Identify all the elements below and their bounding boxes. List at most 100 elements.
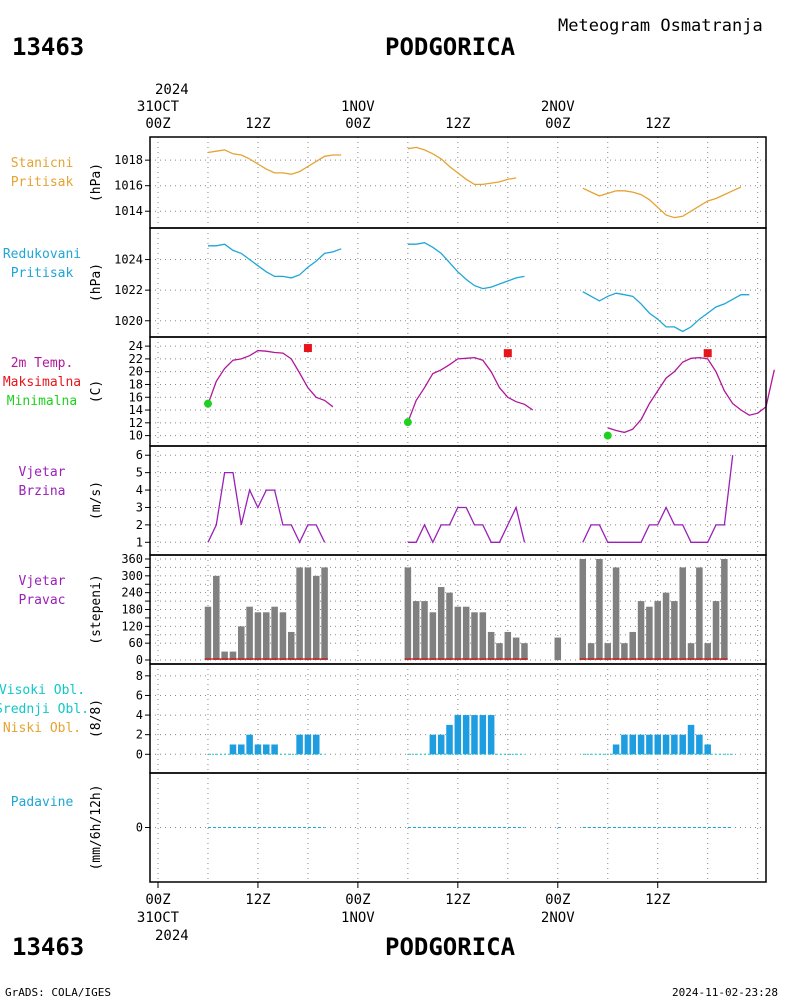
data-bar [412,601,420,660]
data-bar [721,559,728,660]
data-bar [479,612,487,660]
data-bar [696,567,703,660]
panel-label: Stanicni [11,156,74,171]
footer-credit: GrADS: COLA/IGES [5,986,111,999]
hour-label-bottom: 00Z [345,892,370,908]
data-bar [437,587,445,660]
data-bar [454,715,462,755]
hour-label-top: 00Z [145,116,170,132]
series-line [407,356,534,423]
series-line [407,146,517,186]
data-bar [229,744,237,755]
data-bar [512,637,520,660]
data-bar [712,601,720,660]
hour-label-bottom: 12Z [645,892,670,908]
y-tick-label: 120 [121,619,143,633]
panel-label: Pravac [19,593,66,608]
axis-unit-label: (mm/6h/12h) [89,784,104,870]
y-tick-label: 2 [136,518,143,532]
data-bar [662,734,670,755]
data-bar [213,575,220,660]
data-bar [462,715,470,755]
data-bar [454,606,462,660]
station-id-bottom: 13463 [12,933,84,961]
data-bar [704,744,711,755]
max-marker [503,349,512,358]
axis-unit-label: (hPa) [89,263,104,302]
y-tick-label: 0 [136,747,143,761]
axis-unit-label: (m/s) [89,481,104,520]
data-bar [238,744,245,755]
y-tick-label: 0 [136,653,143,667]
data-bar [612,567,620,660]
data-bar [621,643,628,660]
y-tick-label: 6 [136,448,143,462]
panel-label: Pritisak [11,266,74,281]
day-label-top: 2NOV [541,99,575,115]
data-bar [487,631,495,660]
y-tick-label: 60 [129,636,143,650]
data-bar [646,606,653,660]
data-bar [238,626,245,660]
data-bar [254,744,262,755]
year-label-bottom: 2024 [155,928,189,944]
data-bar [471,612,478,660]
hour-label-bottom: 12Z [445,892,470,908]
data-bar [404,567,412,660]
hour-label-bottom: 00Z [145,892,170,908]
footer-timestamp: 2024-11-02-23:28 [672,986,778,999]
data-bar [679,567,686,660]
panel-label: 2m Temp. [11,356,74,371]
data-bar [263,612,270,660]
data-bar [612,744,620,755]
data-bar [287,631,295,660]
data-bar [604,643,612,660]
series-line [207,349,334,408]
data-bar [429,734,437,755]
y-tick-label: 1 [136,535,143,549]
data-bar [687,724,695,755]
y-tick-label: 300 [121,569,143,583]
data-bar [246,606,253,660]
data-bar [279,612,287,660]
series-line [207,471,326,544]
data-bar [437,734,445,755]
series-line [407,505,526,544]
y-tick-label: 360 [121,552,143,566]
data-bar [679,734,686,755]
data-bar [687,643,695,660]
axis-unit-label: (8/8) [89,699,104,738]
station-name-bottom: PODGORICA [385,933,516,961]
y-tick-label: 1022 [114,283,143,297]
day-label-bottom: 31OCT [137,910,180,926]
data-bar [429,612,437,660]
y-tick-label: 1016 [114,179,143,193]
data-bar [221,651,228,660]
data-bar [696,734,703,755]
panel-label: Redukovani [3,247,81,262]
y-tick-label: 4 [136,708,143,722]
data-bar [496,643,503,660]
data-bar [637,601,645,660]
y-tick-label: 24 [129,339,143,353]
y-tick-label: 1024 [114,253,143,267]
y-tick-label: 10 [129,429,143,443]
data-bar [629,734,637,755]
y-tick-label: 1020 [114,314,143,328]
y-tick-label: 12 [129,416,143,430]
data-bar [271,744,278,755]
y-tick-label: 5 [136,466,143,480]
y-tick-label: 1014 [114,204,143,218]
data-bar [704,643,711,660]
data-bar [296,734,303,755]
data-bar [229,651,237,660]
data-bar [271,606,278,660]
y-tick-label: 0 [136,821,143,835]
data-bar [521,643,528,660]
y-tick-label: 6 [136,688,143,702]
meteogram-subtitle: Meteogram Osmatranja [558,16,763,36]
series-line [582,186,742,219]
axis-unit-label: (hPa) [89,163,104,202]
panel-label: Srednji Obl. [0,702,89,717]
